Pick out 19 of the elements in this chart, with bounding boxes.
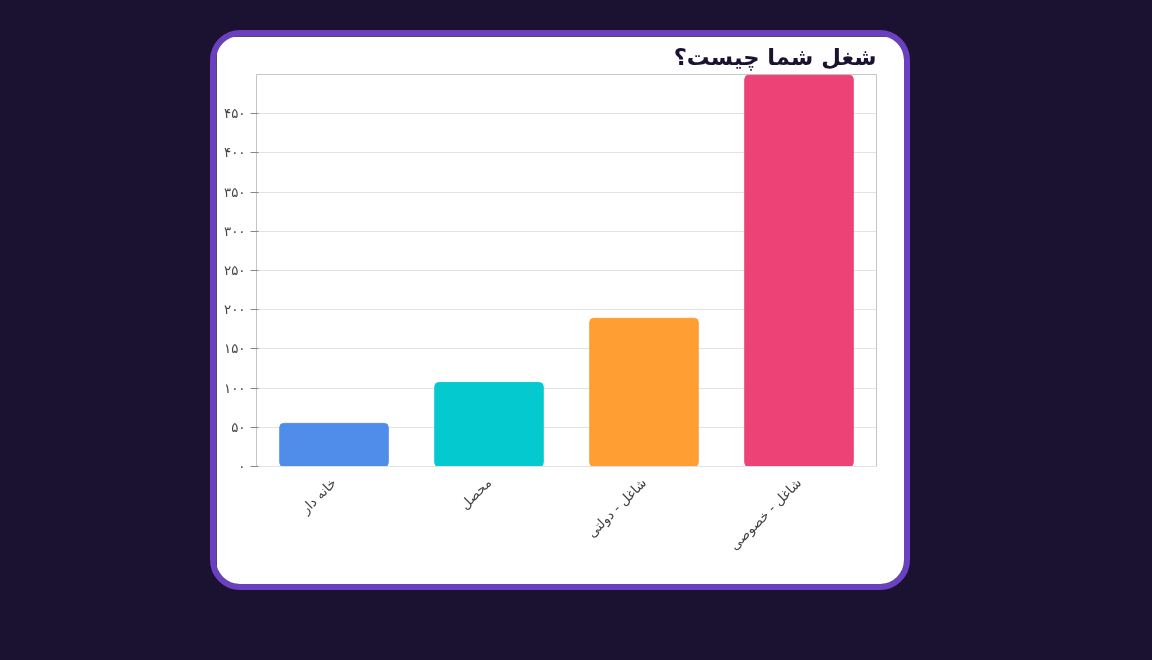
y-tick-label: ۳۰۰	[224, 223, 246, 239]
y-tick-label: ۳۵۰	[224, 184, 246, 200]
x-tick-label: شاغل - دولتی	[584, 475, 651, 542]
bar	[744, 74, 854, 467]
y-tick-label: ۱۵۰	[224, 341, 246, 357]
x-tick-label: خانه دار	[297, 475, 341, 518]
x-tick-label: محصل	[457, 475, 495, 513]
bar	[279, 422, 389, 467]
y-tick-label: ۰	[238, 459, 246, 474]
y-tick-label: ۱۰۰	[224, 380, 246, 396]
x-tick-label: شاغل - خصوصی	[726, 475, 806, 554]
y-tick-label: ۴۰۰	[224, 145, 246, 161]
bar	[589, 317, 699, 467]
bar	[434, 382, 544, 467]
y-tick-label: ۵۰	[231, 419, 246, 435]
chart-title: شغل شما چیست؟	[673, 43, 877, 71]
y-tick-label: ۴۵۰	[224, 106, 246, 122]
y-tick-label: ۲۵۰	[224, 263, 246, 278]
y-tick-label: ۲۰۰	[224, 302, 246, 318]
